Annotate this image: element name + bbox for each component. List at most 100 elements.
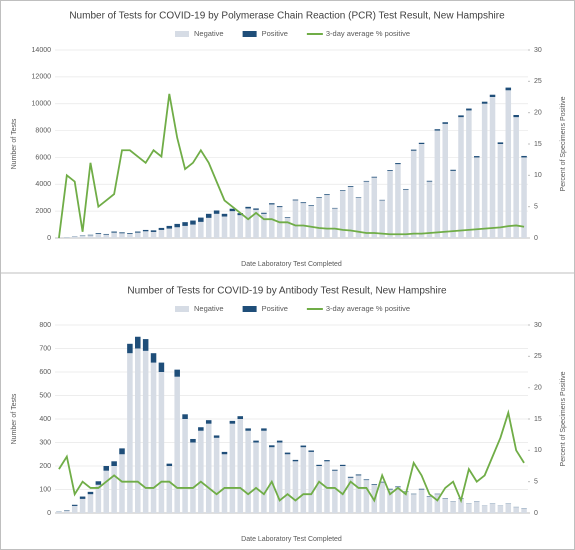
bar-segment: [418, 488, 425, 490]
bar-segment: [481, 505, 488, 513]
bar-segment: [87, 235, 94, 238]
bar-segment: [190, 442, 196, 513]
bar-segment: [316, 466, 322, 513]
bar-segment: [276, 442, 283, 513]
bar-segment: [103, 470, 110, 513]
bar-segment: [213, 435, 220, 438]
bar-segment: [347, 477, 354, 513]
bar-segment: [166, 463, 173, 466]
bar-segment: [481, 103, 488, 238]
y-tick-label: 8000: [35, 127, 51, 134]
bar-segment: [363, 480, 370, 513]
bar-segment: [142, 231, 149, 238]
bar-segment: [142, 339, 149, 351]
bar-segment: [497, 144, 504, 238]
y2-tick-label: 20: [534, 110, 542, 117]
bar-segment: [363, 479, 370, 481]
bar-segment: [284, 217, 291, 238]
bar-segment: [229, 420, 236, 424]
y-tick-label: 2000: [35, 208, 51, 215]
y-tick-label: 700: [39, 345, 51, 352]
legend-label: 3-day average % positive: [326, 29, 410, 38]
y-axis-title: Number of Tests: [11, 118, 18, 169]
bar-segment: [489, 94, 496, 97]
bar-segment: [332, 469, 338, 471]
bar-segment: [150, 362, 157, 513]
bar-segment: [174, 369, 180, 377]
legend-label: 3-day average % positive: [326, 304, 410, 313]
bar-segment: [442, 498, 448, 513]
bar-segment: [237, 215, 244, 238]
bar-segment: [95, 233, 102, 238]
y-tick-label: 6000: [35, 154, 51, 161]
y2-tick-label: 15: [534, 141, 542, 148]
bar-segment: [213, 210, 220, 214]
bar-segment: [127, 233, 133, 238]
y-axis-title: Number of Tests: [11, 393, 18, 444]
bar-segment: [284, 217, 291, 218]
bar-segment: [190, 220, 196, 225]
legend-label: Positive: [262, 304, 288, 313]
bar-segment: [292, 199, 299, 201]
bar-segment: [198, 217, 204, 222]
bar-segment: [308, 205, 314, 238]
y-tick-label: 800: [39, 322, 51, 329]
bar-segment: [497, 505, 504, 513]
bar-segment: [434, 130, 441, 238]
bar-segment: [339, 191, 346, 238]
bar-segment: [387, 488, 393, 490]
bar-segment: [253, 208, 259, 210]
x-axis-title: Date Laboratory Test Completed: [241, 261, 342, 268]
line-series: [58, 93, 525, 239]
legend-swatch: [175, 31, 189, 37]
bar-segment: [71, 504, 78, 506]
bar-segment: [410, 150, 417, 238]
bar-segment: [127, 233, 133, 234]
y-tick-label: 10000: [32, 101, 52, 108]
bar-segment: [158, 372, 165, 513]
bar-segment: [190, 438, 196, 443]
bar-segment: [158, 362, 165, 372]
y2-tick-label: 5: [534, 204, 538, 211]
bar-segment: [111, 231, 117, 233]
bar-segment: [355, 197, 362, 198]
y2-tick-label: 10: [534, 447, 542, 454]
x-axis-title: Date Laboratory Test Completed: [241, 536, 342, 543]
bar-segment: [111, 461, 117, 466]
bar-segment: [237, 213, 244, 216]
bar-segment: [245, 428, 251, 431]
bar-segment: [221, 451, 228, 455]
y-tick-label: 500: [39, 392, 51, 399]
bar-segment: [205, 213, 212, 218]
bar-segment: [95, 481, 102, 485]
bar-segment: [71, 236, 78, 238]
y-tick-label: 100: [39, 486, 51, 493]
bar-segment: [166, 466, 173, 513]
bar-segment: [339, 190, 346, 191]
bar-segment: [442, 123, 448, 238]
bar-segment: [174, 223, 180, 228]
bar-segment: [505, 90, 512, 239]
bar-segment: [261, 213, 267, 238]
bar-segment: [403, 189, 409, 238]
bar-segment: [316, 197, 322, 238]
bar-segment: [119, 448, 125, 455]
y-tick-label: 14000: [32, 47, 52, 54]
bar-segment: [135, 336, 141, 349]
legend-label: Negative: [194, 304, 224, 313]
bar-segment: [300, 447, 307, 513]
bar-segment: [79, 498, 86, 513]
chart: Number of Tests for COVID-19 by Polymera…: [11, 11, 567, 268]
bar-segment: [182, 225, 188, 238]
bar-segment: [103, 466, 110, 471]
bar-segment: [363, 180, 370, 182]
bar-segment: [332, 208, 338, 238]
bar-segment: [347, 476, 354, 478]
bar-segment: [292, 459, 299, 462]
bar-segment: [174, 227, 180, 238]
bar-segment: [355, 474, 362, 476]
y2-tick-label: 20: [534, 385, 542, 392]
bar-segment: [324, 195, 330, 238]
bar-segment: [253, 440, 259, 443]
bar-segment: [56, 511, 62, 513]
